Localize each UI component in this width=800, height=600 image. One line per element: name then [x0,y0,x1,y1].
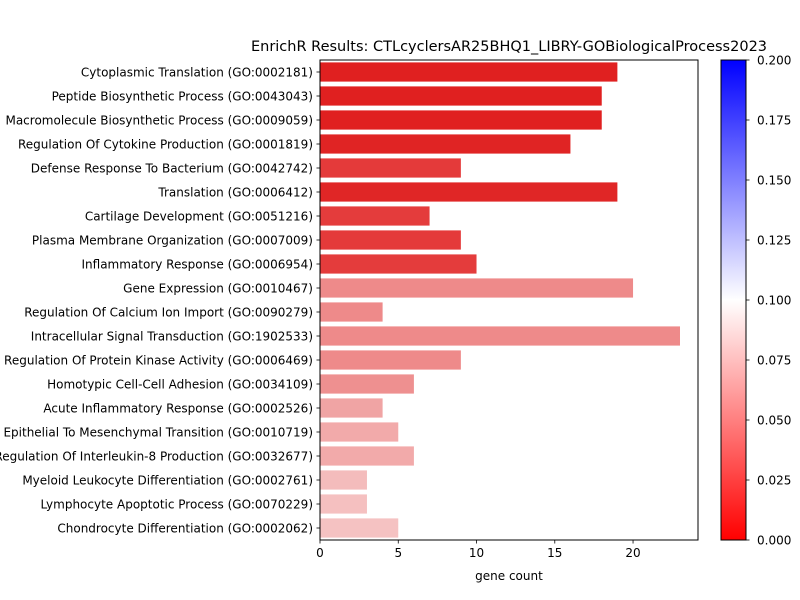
category-label: Translation (GO:0006412) [157,186,313,200]
category-label: Epithelial To Mesenchymal Transition (GO… [3,426,313,440]
x-tick-label: 15 [547,546,562,560]
bar [320,278,634,298]
x-axis-label: gene count [475,569,543,583]
category-label: Gene Expression (GO:0010467) [123,282,313,296]
category-label: Regulation Of Interleukin-8 Production (… [0,450,313,464]
x-tick-label: 10 [469,546,484,560]
bar [320,422,399,442]
colorbar-gradient [720,59,747,541]
bar [320,62,618,82]
bar [320,398,383,418]
colorbar-tick-label: 0.025 [757,474,791,488]
bar [320,134,571,154]
category-label: Acute Inflammatory Response (GO:0002526) [43,402,313,416]
bar [320,206,430,226]
colorbar-tick-label: 0.000 [757,534,791,548]
category-label: Lymphocyte Apoptotic Process (GO:0070229… [40,498,313,512]
category-label: Macromolecule Biosynthetic Process (GO:0… [5,114,313,128]
colorbar-tick-label: 0.150 [757,174,791,188]
category-label: Plasma Membrane Organization (GO:0007009… [32,234,313,248]
bar [320,326,680,346]
category-label: Homotypic Cell-Cell Adhesion (GO:0034109… [47,378,313,392]
bar [320,446,414,466]
category-label: Regulation Of Calcium Ion Import (GO:009… [24,306,313,320]
bar [320,86,602,106]
bar [320,110,602,130]
category-label: Regulation Of Cytokine Production (GO:00… [18,138,313,152]
colorbar-ticks: 0.000 0.025 0.050 0.075 0.100 0.125 0.150 0.175… [746,54,791,548]
category-label: Intracellular Signal Transduction (GO:19… [31,330,313,344]
colorbar-tick-label: 0.125 [757,234,791,248]
bar [320,254,477,274]
category-labels: Cytoplasmic Translation (GO:0002181) Pept… [0,66,320,536]
bar [320,158,461,178]
bar [320,494,367,514]
bar [320,302,383,322]
bar [320,182,618,202]
category-label: Defense Response To Bacterium (GO:004274… [31,162,313,176]
colorbar-tick-label: 0.175 [757,114,791,128]
bar [320,350,461,370]
colorbar-tick-label: 0.200 [757,54,791,68]
bar [320,470,367,490]
category-label: Peptide Biosynthetic Process (GO:0043043… [52,90,313,104]
plot-frame [319,59,699,541]
category-label: Inflammatory Response (GO:0006954) [81,258,313,272]
category-label: Chondrocyte Differentiation (GO:0002062) [57,522,313,536]
x-tick-label: 0 [316,546,324,560]
x-tick-label: 5 [394,546,402,560]
x-tick-label: 20 [625,546,640,560]
category-label: Cartilage Development (GO:0051216) [85,210,313,224]
category-label: Cytoplasmic Translation (GO:0002181) [81,66,313,80]
colorbar-tick-label: 0.050 [757,414,791,428]
category-label: Regulation Of Protein Kinase Activity (G… [4,354,313,368]
bar [320,374,414,394]
colorbar: 0.000 0.025 0.050 0.075 0.100 0.125 0.150 0.175… [720,54,791,548]
bar [320,230,461,250]
colorbar-tick-label: 0.100 [757,294,791,308]
bars-layer [320,62,680,538]
x-axis: 0 5 10 15 20 [316,540,641,560]
bar [320,518,399,538]
colorbar-tick-label: 0.075 [757,354,791,368]
chart-title: EnrichR Results: CTLcyclersAR25BHQ1_LIBR… [251,39,767,55]
category-label: Myeloid Leukocyte Differentiation (GO:00… [22,474,313,488]
